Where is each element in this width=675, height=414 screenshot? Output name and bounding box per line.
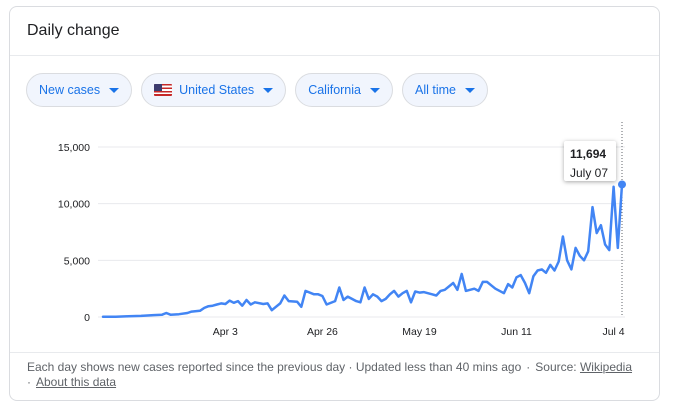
time-range-dropdown-label: All time <box>415 83 456 97</box>
highlighted-data-point <box>618 180 626 189</box>
tooltip-date: July 07 <box>570 166 609 180</box>
region-dropdown-label: California <box>308 83 361 97</box>
chart-tooltip: 11,694 July 07 <box>564 141 616 181</box>
metric-dropdown[interactable]: New cases <box>26 73 133 107</box>
daily-cases-line-chart[interactable]: 0 5,000 10,000 15,000 Apr 3 Apr 26 May 19 Jun 1… <box>10 117 660 342</box>
footer: Each day shows new cases reported since … <box>27 360 647 390</box>
country-dropdown-label: United States <box>179 83 255 97</box>
series-line <box>101 183 624 318</box>
x-tick-label: Apr 3 <box>213 326 238 338</box>
source-label: Source: <box>535 360 577 374</box>
chart-area[interactable]: 0 5,000 10,000 15,000 Apr 3 Apr 26 May 19 Jun 1… <box>10 117 660 342</box>
card-title: Daily change <box>27 22 120 39</box>
filter-bar: New cases United States California All t… <box>26 73 488 109</box>
wikipedia-source-link[interactable]: Wikipedia <box>579 360 633 374</box>
x-tick-label: May 19 <box>402 326 437 338</box>
footer-separator: · <box>526 360 531 374</box>
region-dropdown[interactable]: California <box>295 73 393 107</box>
caret-down-icon <box>109 87 120 93</box>
us-flag-icon <box>154 84 173 96</box>
time-range-dropdown[interactable]: All time <box>402 73 488 107</box>
about-this-data-link[interactable]: About this data <box>36 375 117 389</box>
tooltip-value: 11,694 <box>570 147 607 161</box>
x-tick-label: Apr 26 <box>307 326 338 338</box>
x-tick-label: Jul 4 <box>602 326 624 338</box>
country-dropdown[interactable]: United States <box>141 73 287 107</box>
x-tick-label: Jun 11 <box>501 326 532 338</box>
y-tick-label: 15,000 <box>58 142 90 154</box>
caret-down-icon <box>370 87 380 93</box>
daily-change-card: Daily change New cases United States Cal… <box>9 6 660 401</box>
title-divider <box>10 55 659 56</box>
caret-down-icon <box>263 87 274 93</box>
caret-down-icon <box>464 87 475 93</box>
footer-divider <box>10 352 659 353</box>
y-tick-label: 0 <box>84 312 90 324</box>
footer-separator: · <box>27 375 31 389</box>
y-tick-label: 10,000 <box>58 199 90 211</box>
footer-description: Each day shows new cases reported since … <box>27 360 522 374</box>
y-tick-label: 5,000 <box>64 255 90 267</box>
metric-dropdown-label: New cases <box>39 83 101 97</box>
